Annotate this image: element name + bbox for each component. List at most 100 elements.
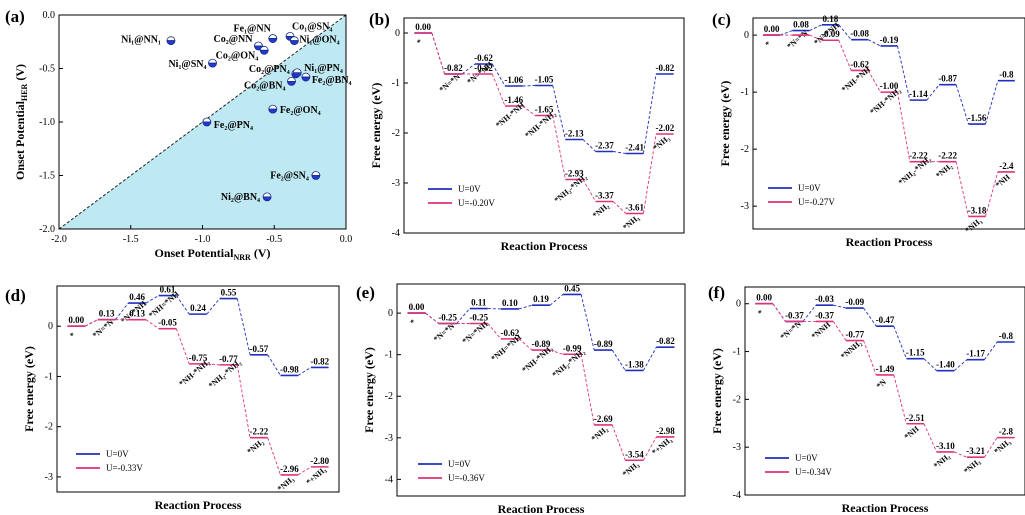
species-label: *NH₂ [590,424,610,443]
y-tick-label: -3 [733,442,741,453]
panel-label-a: (a) [5,7,25,26]
point-label: Ni₂@BN₄ [221,192,260,203]
energy-value: -0.62 [501,328,520,338]
energy-value: -0.25 [438,312,457,322]
plot-frame [56,285,340,493]
connector [809,34,822,41]
energy-value: -0.87 [938,74,957,84]
point-marker [289,40,299,46]
legend-label: U=0V [795,453,818,463]
connector [923,358,937,372]
y-tick-label: -1 [741,87,749,98]
energy-value: 0.00 [756,293,772,303]
panel-a: (a) -2.0 -1.5 -1.0 -0.5 0.0 0.0 -0.5 -1.0 -1.5 -2.… [5,7,352,262]
connector [897,92,911,162]
connector [582,179,597,202]
y-axis-label: Free energy (eV) [710,348,724,434]
legend-label: U=-0.34V [795,467,832,477]
plot-frame [396,283,686,497]
connector [642,346,657,371]
panel-e: (e) 0 -1 -2 -3 -4 Reaction Process Free energy … [356,283,686,515]
point-label: Co₂@NN [213,34,253,45]
energy-value: -2.8 [999,427,1014,437]
connector [611,349,626,371]
connector [893,326,907,359]
legend-label: U=0V [448,459,471,469]
connector [175,328,190,365]
energy-value: 0.61 [160,285,176,295]
connector [425,312,439,324]
connector [518,338,533,351]
energy-value: -0.77 [219,354,238,364]
energy-value: -0.82 [656,63,675,73]
connector [236,364,251,438]
connector [549,349,564,355]
legend-label: U=-0.36V [448,473,485,483]
energy-value: -1.14 [909,89,928,99]
species-label: *NH₂ [932,451,952,470]
energy-value: -1.17 [966,349,985,359]
connector [297,466,312,476]
energy-value: -0.8 [999,70,1014,80]
connector [923,423,938,453]
point-marker [301,76,311,82]
energy-value: -0.09 [845,297,864,307]
connector [926,84,940,101]
energy-value: -2.22 [250,427,269,437]
connector [206,363,220,366]
energy-value: -0.47 [876,315,895,325]
point-marker [166,40,176,46]
y-tick-label: -1 [733,347,741,358]
connector [115,302,129,320]
point-marker [292,72,302,78]
panel-label-d: (d) [5,286,26,305]
energy-value: -0.82 [444,63,463,73]
panel-label-b: (b) [369,10,390,29]
connector [491,73,506,107]
point-label: Co₂@PN₄ [249,64,290,75]
connector [522,85,536,87]
species-label: *NH₃ [651,133,671,152]
species-label: *+NH₃ [650,435,674,457]
energy-value: 0.45 [564,283,580,293]
connector [206,298,220,315]
point-label: Co₂@BN₄ [244,80,285,91]
x-tick-label: -0.5 [266,234,282,245]
legend-label: U=-0.27V [798,197,835,207]
point-label: Co₁@SN₄ [292,21,332,32]
point-label: Fe₂@BN₄ [312,75,352,86]
connector [549,294,564,306]
energy-value: -3.10 [936,441,955,451]
energy-value: -0.03 [815,294,834,304]
energy-value: -2.96 [280,464,299,474]
y-tick-label: -2 [741,144,749,155]
y-tick-label: -1.5 [39,171,55,182]
energy-value: -0.99 [563,343,582,353]
energy-value: 0.24 [190,303,206,313]
energy-value: -2.69 [594,414,613,424]
species-label: *NNH [810,320,833,341]
energy-value: 0.18 [822,14,838,24]
energy-value: -0.82 [310,356,329,366]
point-marker [262,196,272,202]
y-tick-label: -2 [392,128,400,139]
x-tick-label: -1.0 [195,234,211,245]
connector [985,171,999,217]
point-label: Ni₁@ON₄ [299,35,339,46]
connector [552,85,566,140]
energy-value: -2.02 [656,123,675,133]
energy-value: -0.89 [532,339,551,349]
energy-value: -0.98 [280,364,299,374]
y-tick-label: 0 [388,308,393,319]
legend-label: U=0V [798,183,821,193]
panel-label-e: (e) [356,283,375,302]
species-label: *NH₃ [962,457,982,476]
energy-value: 0.00 [68,315,84,325]
species-label: *NH₃ [276,474,296,493]
plot-frame [744,286,1025,496]
y-tick-label: -2 [385,391,393,402]
plot-frame [403,17,685,234]
species-label: * [409,317,418,326]
energy-value: 0.10 [502,298,518,308]
energy-value: -2.22 [909,151,928,161]
